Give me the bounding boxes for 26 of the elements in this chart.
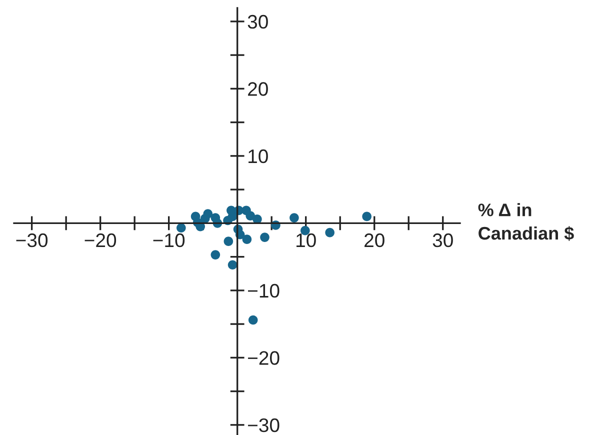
x-tick-label: 20 [364,233,384,248]
y-tick-label: 30 [248,14,268,29]
point [325,228,334,238]
point [200,214,210,224]
x-tick-label: 10 [296,233,316,248]
x-tick-label: −20 [84,233,116,248]
y-tick-label: −20 [248,351,280,365]
point [248,315,258,325]
x-tick-label: 30 [432,233,453,248]
x-tick-label: −30 [16,233,48,248]
y-tick-label: −10 [248,284,280,298]
x-axis-title: % Δ in Canadian $ [478,203,574,241]
point [260,232,270,242]
point [228,260,238,270]
point [242,234,252,244]
y-tick-label: −30 [248,418,280,432]
y-tick-label: 10 [248,149,268,164]
point [228,212,238,222]
y-tick-label: 20 [248,82,268,96]
point [224,236,234,246]
point [176,223,186,233]
point [210,250,220,260]
point [246,211,256,220]
point [290,213,299,222]
point [362,212,372,222]
x-tick-label: −10 [153,233,185,248]
